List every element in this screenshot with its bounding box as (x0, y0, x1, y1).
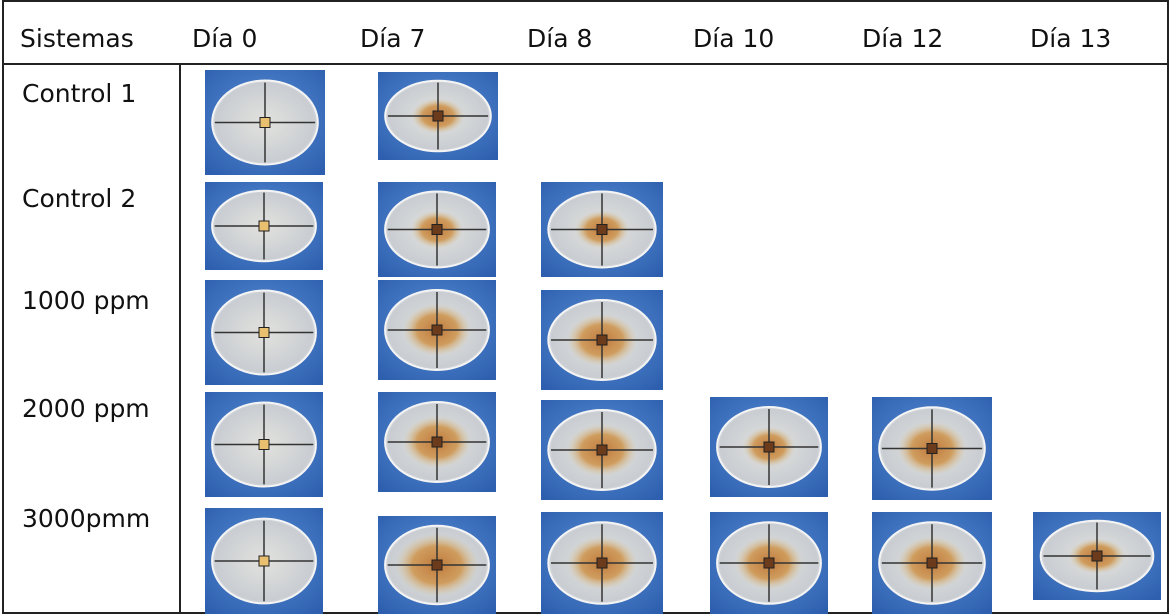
row-labels: Control 1 Control 2 1000 ppm 2000 ppm 3000pm… (22, 79, 150, 533)
inoculum (1092, 551, 1102, 561)
inoculum (764, 558, 774, 568)
inoculum (432, 437, 442, 447)
column-header: Día 0 (192, 24, 257, 53)
inoculum (259, 221, 269, 231)
petri-photo (205, 392, 323, 497)
row-label: 1000 ppm (22, 286, 150, 315)
petri-photo (378, 72, 498, 160)
petri-photo (378, 392, 496, 492)
column-header: Sistemas (20, 24, 134, 53)
column-header: Día 10 (693, 24, 774, 53)
row-label: 3000pmm (22, 504, 150, 533)
inoculum (260, 118, 270, 128)
petri-photo (205, 182, 323, 270)
inoculum (927, 558, 937, 568)
petri-photo (541, 182, 663, 277)
column-header: Día 8 (527, 24, 592, 53)
petri-photo (378, 280, 496, 380)
inoculum (597, 335, 607, 345)
petri-photo (872, 512, 992, 614)
petri-photo (1033, 512, 1161, 600)
inoculum (432, 225, 442, 235)
inoculum (259, 556, 269, 566)
petri-photo (378, 516, 496, 614)
petri-photo (541, 512, 663, 614)
row-label: Control 1 (22, 79, 136, 108)
figure-table: Sistemas Día 0 Día 7 Día 8 Día 10 Día 12 Día 1… (0, 0, 1171, 614)
inoculum (597, 445, 607, 455)
petri-photo (541, 290, 663, 390)
row-label: 2000 ppm (22, 394, 150, 423)
petri-photo (378, 182, 496, 277)
petri-photo (710, 397, 828, 497)
petri-photo (205, 508, 323, 614)
inoculum (259, 328, 269, 338)
row-label: Control 2 (22, 184, 136, 213)
petri-photo (710, 512, 828, 614)
inoculum (432, 325, 442, 335)
inoculum (927, 444, 937, 454)
inoculum (433, 111, 443, 121)
petri-photo (205, 280, 323, 385)
column-header: Día 12 (862, 24, 943, 53)
petri-photo (872, 397, 992, 500)
inoculum (432, 560, 442, 570)
inoculum (597, 558, 607, 568)
column-header: Día 13 (1030, 24, 1111, 53)
inoculum (764, 442, 774, 452)
column-header: Día 7 (360, 24, 425, 53)
photos (205, 70, 1161, 614)
inoculum (259, 440, 269, 450)
petri-photo (541, 400, 663, 500)
inoculum (597, 225, 607, 235)
header-row: Sistemas Día 0 Día 7 Día 8 Día 10 Día 12 Día 1… (20, 24, 1111, 53)
petri-photo (205, 70, 325, 175)
